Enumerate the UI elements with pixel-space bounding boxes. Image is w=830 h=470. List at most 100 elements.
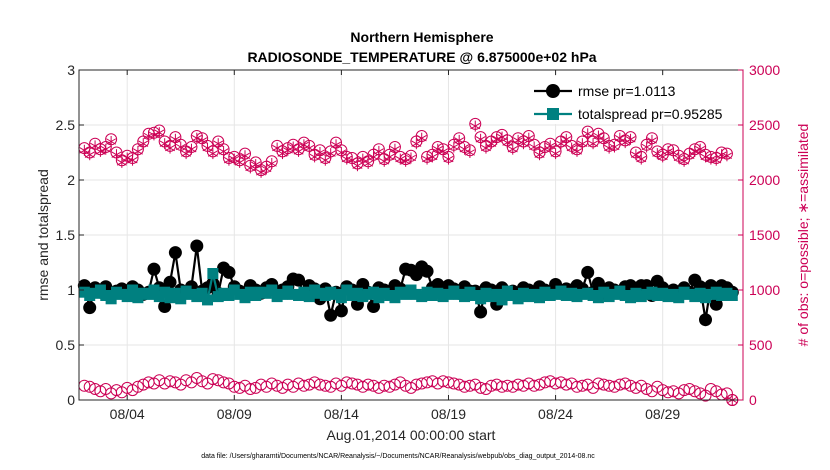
obs-assimilated-marker	[721, 150, 732, 162]
obs-possible-marker	[346, 377, 359, 390]
data-file-note: data file: /Users/gharamti/Documents/NCA…	[201, 453, 595, 460]
rmse-point	[147, 262, 161, 276]
obs-possible-marker	[619, 377, 632, 390]
obs-assimilated-marker	[470, 120, 481, 132]
totalspread-point	[335, 292, 347, 304]
obs-possible-marker	[131, 380, 144, 393]
y-tick-label-left: 3	[67, 62, 75, 78]
obs-assimilated-marker	[695, 143, 706, 155]
rmse-point	[591, 276, 605, 290]
totalspread-point	[127, 284, 139, 296]
obs-assimilated-marker	[116, 156, 127, 168]
totalspread-point	[202, 294, 214, 306]
obs-assimilated-marker	[127, 154, 138, 166]
y-tick-label-left: 2	[67, 172, 75, 188]
obs-assimilated-marker	[614, 132, 625, 144]
obs-assimilated-marker	[197, 134, 208, 146]
obs-assimilated-marker	[250, 159, 261, 171]
obs-possible-marker	[206, 373, 219, 386]
obs-assimilated-marker	[384, 151, 395, 163]
obs-assimilated-marker	[668, 147, 679, 158]
rmse-point	[158, 300, 172, 313]
obs-possible-marker	[383, 380, 396, 393]
totalspread-point	[207, 268, 219, 279]
obs-assimilated-marker	[577, 138, 588, 150]
obs-assimilated-marker	[159, 138, 170, 150]
obs-assimilated-marker	[411, 138, 422, 150]
axes: 08/04 08/09 08/14 08/19 08/24 08/29 0 0.5 1 1.5 2 2…	[56, 62, 781, 422]
obs-assimilated-marker	[486, 138, 497, 150]
obs-assimilated-marker	[79, 144, 90, 156]
totalspread-point	[196, 287, 208, 299]
x-tick-label: 08/04	[110, 406, 145, 422]
rmse-point	[222, 265, 236, 279]
obs-assimilated-marker	[571, 145, 583, 157]
obs-possible-marker	[528, 379, 541, 392]
obs-assimilated-marker	[309, 151, 320, 163]
obs-assimilated-marker	[588, 138, 599, 150]
obs-possible-marker	[265, 377, 278, 390]
obs-assimilated-marker	[395, 153, 406, 165]
obs-possible-marker	[217, 376, 230, 389]
obs-assimilated-marker	[320, 154, 331, 166]
y-tick-label-left: 2.5	[56, 117, 76, 133]
obs-assimilated-marker	[448, 141, 459, 153]
rmse-point	[367, 300, 381, 313]
y-tick-label-left: 1.5	[56, 227, 76, 243]
obs-possible-marker	[688, 385, 701, 398]
rmse-point	[709, 297, 723, 311]
rmse-point	[163, 275, 177, 289]
obs-possible-marker	[244, 383, 257, 395]
rmse-point	[581, 265, 595, 279]
obs-assimilated-marker	[700, 151, 711, 163]
obs-assimilated-marker	[379, 155, 390, 167]
totalspread-point	[726, 290, 738, 301]
obs-assimilated-marker	[154, 127, 165, 139]
obs-possible-marker	[447, 377, 460, 390]
obs-assimilated-marker	[138, 138, 149, 150]
legend-spread-marker	[547, 108, 559, 120]
obs-assimilated-marker	[181, 148, 192, 160]
obs-assimilated-marker	[711, 154, 722, 166]
totalspread-point	[105, 293, 117, 305]
obs-assimilated-marker	[480, 142, 491, 154]
obs-possible-marker	[83, 380, 96, 393]
obs-assimilated-marker	[331, 139, 342, 151]
obs-assimilated-marker	[443, 153, 454, 165]
obs-assimilated-marker	[679, 155, 690, 167]
rmse-point	[190, 239, 204, 253]
obs-assimilated-marker	[314, 147, 325, 158]
obs-assimilated-marker	[148, 129, 159, 141]
obs-assimilated-marker	[405, 152, 417, 164]
totalspread-point	[496, 294, 508, 306]
obs-assimilated-marker	[529, 141, 540, 153]
x-tick-label: 08/29	[645, 406, 680, 422]
obs-assimilated-marker	[523, 132, 534, 144]
x-tick-label: 08/19	[431, 406, 466, 422]
chart-title: Northern Hemisphere	[350, 29, 493, 45]
obs-possible-marker	[608, 380, 621, 393]
obs-assimilated-marker	[422, 153, 433, 165]
obs-assimilated-marker	[545, 140, 556, 152]
totalspread-point	[303, 291, 315, 303]
y-tick-label-right: 2500	[749, 117, 780, 133]
legend-box	[530, 76, 738, 124]
obs-assimilated-marker	[304, 142, 315, 154]
obs-assimilated-marker	[111, 149, 122, 161]
obs-assimilated-marker	[438, 145, 449, 157]
obs-assimilated-marker	[234, 156, 245, 168]
obs-assimilated-marker	[84, 149, 95, 161]
x-tick-label: 08/24	[538, 406, 573, 422]
obs-assimilated-marker	[373, 145, 384, 157]
obs-assimilated-marker	[689, 145, 700, 157]
obs-assimilated-marker	[534, 149, 545, 161]
rmse-point	[83, 301, 97, 315]
obs-assimilated-marker	[636, 153, 647, 165]
obs-assimilated-marker	[106, 136, 117, 147]
obs-assimilated-marker	[582, 128, 593, 140]
legend-rmse-label: rmse pr=1.0113	[578, 83, 676, 99]
obs-possible-marker	[533, 378, 546, 391]
obs-assimilated-marker	[502, 137, 513, 149]
obs-assimilated-marker	[347, 154, 358, 166]
